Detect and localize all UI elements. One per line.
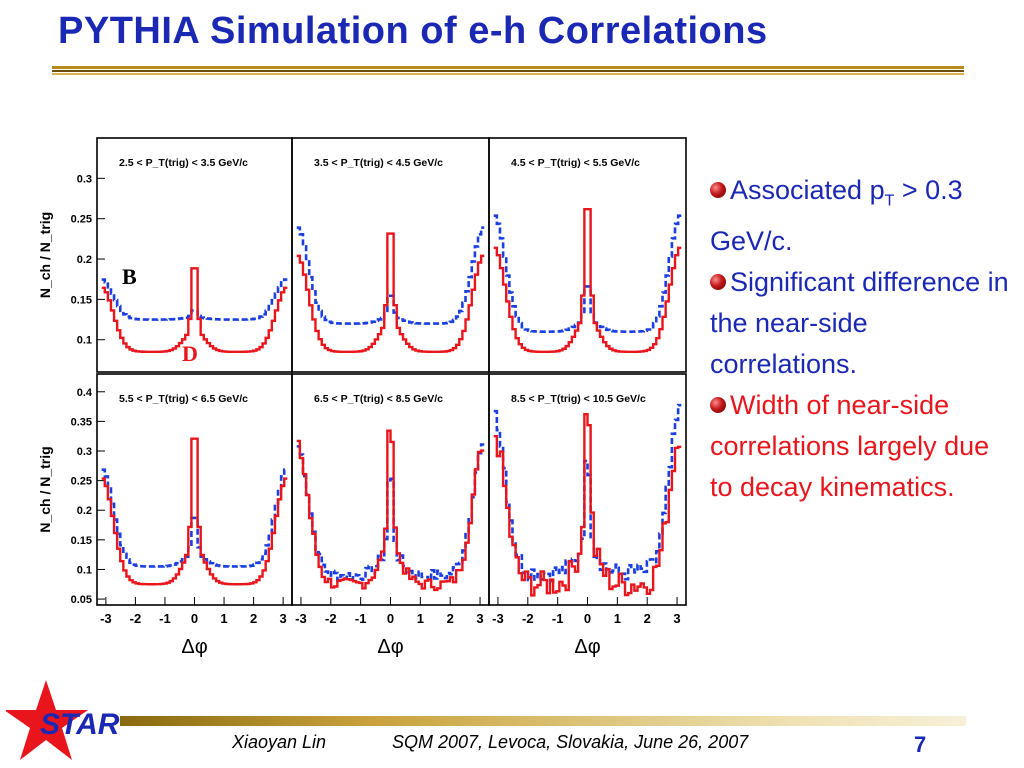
panel-frame [488, 137, 687, 373]
x-tick-label: 2 [447, 611, 454, 626]
panel-label: 3.5 < P_T(trig) < 4.5 GeV/c [314, 157, 443, 169]
curve-b [101, 468, 288, 568]
y-tick-label: 0.25 [71, 476, 92, 488]
y-tick-label: 0.2 [77, 505, 92, 517]
y-axis-label: N_ch / N_trig [37, 446, 53, 532]
bullet-2-text: Significant difference in the near-side … [710, 267, 1009, 380]
panel-label: 4.5 < P_T(trig) < 5.5 GeV/c [511, 157, 640, 169]
x-axis-label: Δφ [377, 636, 403, 658]
star-icon [6, 680, 88, 760]
x-tick-label: 1 [614, 611, 621, 626]
curve-b [493, 214, 682, 333]
bullet-dot-icon [710, 182, 726, 198]
y-axis-label: N_ch / N_trig [37, 212, 53, 298]
x-tick-label: 3 [280, 611, 287, 626]
x-tick-label: 0 [584, 611, 591, 626]
x-axis-label: Δφ [574, 636, 600, 658]
x-tick-label: -1 [159, 611, 171, 626]
bullet-dot-icon [710, 397, 726, 414]
x-tick-label: 3 [673, 611, 680, 626]
panel-label: 6.5 < P_T(trig) < 8.5 GeV/c [314, 393, 443, 405]
star-logo: STAR [6, 680, 120, 760]
x-tick-label: -2 [130, 611, 142, 626]
bullet-3: Width of near-side correlations largely … [710, 385, 1010, 508]
curve-b [493, 403, 682, 583]
title-rule [52, 66, 964, 75]
curve-label-b: B [122, 264, 137, 289]
x-tick-label: -2 [522, 611, 534, 626]
y-tick-label: 0.05 [71, 594, 92, 606]
curve-d [101, 267, 288, 354]
x-axis-label: Δφ [181, 636, 207, 658]
curve-d [493, 412, 682, 597]
correlation-plots: 2.5 < P_T(trig) < 3.5 GeV/c 0.1 0.15 0.2 0.2… [37, 137, 687, 658]
y-tick-label: 0.2 [77, 254, 92, 266]
panel-label: 8.5 < P_T(trig) < 10.5 GeV/c [511, 393, 646, 405]
y-tick-label: 0.4 [77, 387, 93, 399]
y-tick-label: 0.35 [71, 416, 92, 428]
y-tick-label: 0.15 [71, 294, 92, 306]
bullet-list: Associated pT > 0.3 GeV/c. Significant d… [710, 170, 1010, 508]
y-tick-label: 0.15 [71, 535, 92, 547]
bullet-3-text: Width of near-side correlations largely … [710, 390, 990, 503]
curve-d [493, 207, 682, 354]
page-number: 7 [914, 732, 927, 757]
bullet-1-sub: T [884, 192, 895, 210]
y-tick-label: 0.1 [77, 564, 92, 576]
bullet-1-tail: > 0.3 GeV/c. [710, 175, 963, 257]
x-tick-label: 1 [220, 611, 227, 626]
bullet-1: Associated pT > 0.3 GeV/c. [710, 170, 1010, 262]
x-tick-label: 3 [476, 611, 483, 626]
curve-b [296, 443, 485, 582]
x-tick-label: -3 [100, 611, 112, 626]
curve-label-d: D [182, 341, 198, 366]
slide-title: PYTHIA Simulation of e-h Correlations [58, 10, 768, 52]
panel-frame [96, 137, 293, 373]
x-tick-label: 2 [250, 611, 257, 626]
x-tick-label: 0 [191, 611, 198, 626]
x-tick-label: -1 [552, 611, 564, 626]
footer-rule [120, 716, 966, 726]
curve-d [101, 437, 288, 586]
x-tick-label: -2 [325, 611, 337, 626]
y-tick-label: 0.3 [77, 173, 92, 185]
x-tick-label: -3 [295, 611, 307, 626]
bullet-2: Significant difference in the near-side … [710, 262, 1010, 385]
curve-d [296, 429, 485, 592]
x-tick-label: -1 [355, 611, 367, 626]
y-tick-label: 0.25 [71, 214, 92, 226]
panel-label: 5.5 < P_T(trig) < 6.5 GeV/c [119, 393, 248, 405]
footer-conference: SQM 2007, Levoca, Slovakia, June 26, 200… [392, 732, 749, 752]
curve-b [296, 226, 485, 325]
footer-author: Xiaoyan Lin [232, 732, 327, 752]
logo-text: STAR [40, 708, 120, 741]
curve-d [296, 232, 485, 354]
bullet-dot-icon [710, 274, 726, 291]
y-tick-label: 0.1 [77, 335, 92, 347]
x-tick-label: 2 [644, 611, 651, 626]
x-tick-label: 0 [387, 611, 394, 626]
panel-label: 2.5 < P_T(trig) < 3.5 GeV/c [119, 157, 248, 169]
panel-frame [291, 137, 490, 373]
x-tick-label: -3 [492, 611, 504, 626]
y-tick-label: 0.3 [77, 446, 92, 458]
x-tick-label: 1 [417, 611, 424, 626]
bullet-1-text: Associated p [730, 175, 885, 205]
